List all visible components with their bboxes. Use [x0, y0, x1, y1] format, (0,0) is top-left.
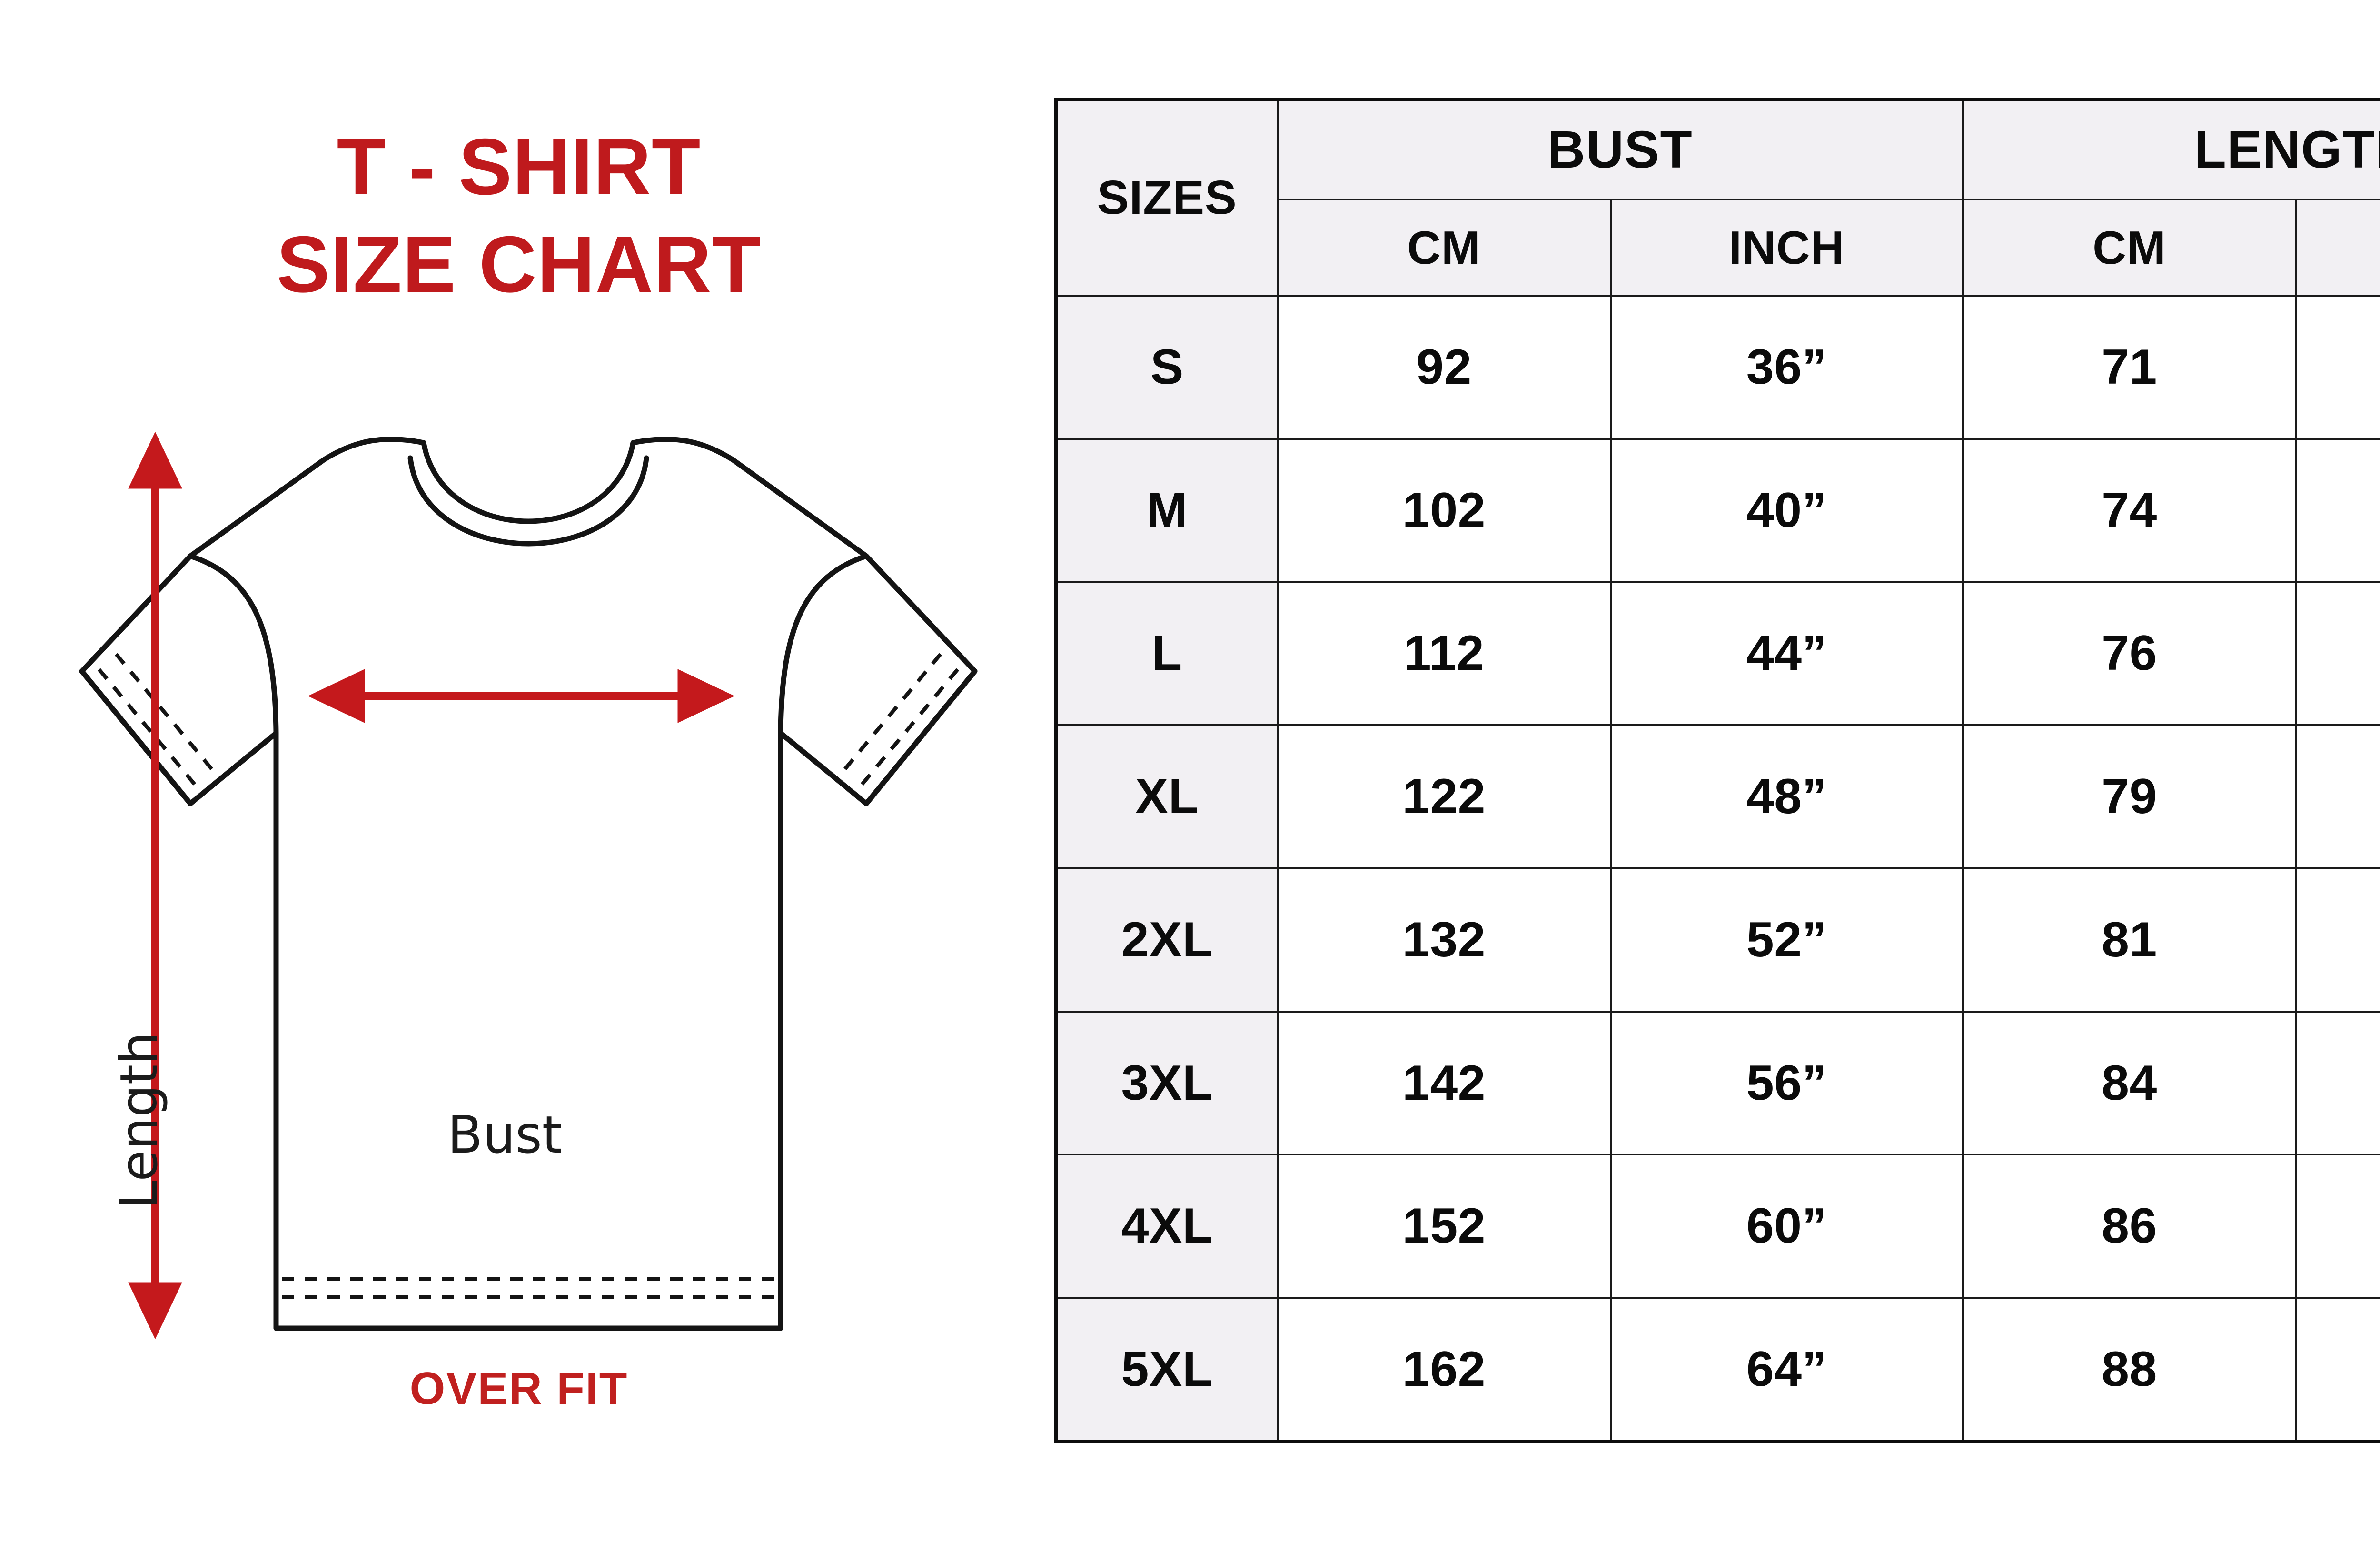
cell-bust-inch: 60”: [1609, 1154, 1964, 1299]
title-line-1: T - SHIRT: [337, 122, 701, 211]
title-line-2: SIZE CHART: [277, 219, 761, 309]
cell-bust-inch: 40”: [1609, 438, 1964, 583]
column-header-length-cm: CM: [1962, 199, 2297, 297]
cell-size: S: [1055, 295, 1279, 440]
illustration-panel: T - SHIRT SIZE CHART: [0, 0, 1038, 1542]
cell-length-cm: 74: [1962, 438, 2297, 583]
column-group-header-length: LENGTH: [1962, 98, 2380, 200]
cell-length-inch: 28”: [2295, 295, 2380, 440]
cell-bust-inch: 44”: [1609, 581, 1964, 726]
cell-bust-cm: 102: [1276, 438, 1612, 583]
cell-length-cm: 88: [1962, 1297, 2297, 1443]
cell-length-inch: 32”: [2295, 867, 2380, 1013]
cell-length-cm: 84: [1962, 1010, 2297, 1156]
tshirt-diagram-svg: [79, 431, 978, 1340]
cell-bust-inch: 36”: [1609, 295, 1964, 440]
cell-size: XL: [1055, 724, 1279, 869]
cell-bust-inch: 64”: [1609, 1297, 1964, 1443]
cell-bust-cm: 112: [1276, 581, 1612, 726]
cell-bust-inch: 52”: [1609, 867, 1964, 1013]
table-header-row-units: CM INCH CM INCH: [1056, 199, 2380, 297]
cell-length-cm: 86: [1962, 1154, 2297, 1299]
cell-length-cm: 79: [1962, 724, 2297, 869]
cell-size: 5XL: [1055, 1297, 1279, 1443]
tshirt-illustration: Bust Length: [48, 405, 1047, 1357]
cell-length-inch: 29”: [2295, 438, 2380, 583]
bust-label: Bust: [447, 1105, 563, 1165]
column-group-header-bust: BUST: [1276, 98, 1964, 200]
cell-length-cm: 81: [1962, 867, 2297, 1013]
cell-bust-cm: 122: [1276, 724, 1612, 869]
column-header-bust-cm: CM: [1276, 199, 1612, 297]
table-header: SIZES BUST LENGTH CM INCH CM INCH: [1055, 98, 2380, 297]
length-arrow: [128, 431, 182, 1340]
table-body: S9236”7128”M10240”7429”L11244”7630”XL122…: [1055, 295, 2380, 1443]
cell-length-inch: 34”: [2295, 1154, 2380, 1299]
cell-size: 4XL: [1055, 1154, 1279, 1299]
fit-type-label: OVER FIT: [409, 1363, 628, 1414]
cell-length-inch: 30”: [2295, 581, 2380, 726]
cell-size: M: [1055, 438, 1279, 583]
column-header-sizes: SIZES: [1055, 98, 1279, 297]
table-header-row-groups: SIZES BUST LENGTH: [1055, 98, 2380, 297]
cell-size: 3XL: [1055, 1010, 1279, 1156]
cell-length-inch: 35”: [2295, 1297, 2380, 1443]
cell-size: 2XL: [1055, 867, 1279, 1013]
cell-bust-cm: 162: [1276, 1297, 1612, 1443]
length-label: Length: [109, 1032, 169, 1209]
page-title: T - SHIRT SIZE CHART: [0, 118, 1038, 313]
cell-bust-inch: 48”: [1609, 724, 1964, 869]
cell-bust-cm: 142: [1276, 1010, 1612, 1156]
column-header-bust-inch: INCH: [1609, 199, 1964, 297]
cell-bust-cm: 152: [1276, 1154, 1612, 1299]
size-chart-table: SIZES BUST LENGTH CM INCH CM INCH S9236”…: [1054, 98, 2380, 1443]
cell-length-inch: 33”: [2295, 1010, 2380, 1156]
cell-bust-inch: 56”: [1609, 1010, 1964, 1156]
bust-arrow: [307, 669, 735, 723]
cell-bust-cm: 92: [1276, 295, 1612, 440]
cell-length-inch: 31”: [2295, 724, 2380, 869]
cell-length-cm: 71: [1962, 295, 2297, 440]
cell-size: L: [1055, 581, 1279, 726]
column-header-length-inch: INCH: [2295, 199, 2380, 297]
cell-length-cm: 76: [1962, 581, 2297, 726]
cell-bust-cm: 132: [1276, 867, 1612, 1013]
